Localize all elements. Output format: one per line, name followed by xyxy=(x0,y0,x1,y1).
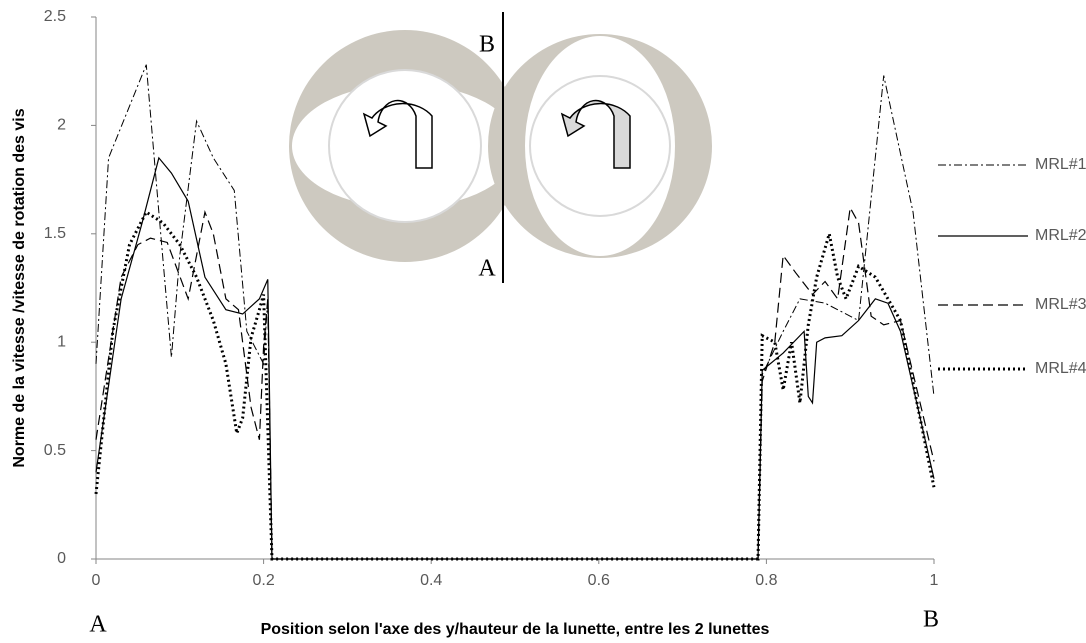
inset-diagram xyxy=(289,12,712,283)
y-tick-label: 0.5 xyxy=(44,442,66,459)
x-tick-label: 0.2 xyxy=(252,572,274,589)
x-axis-title: Position selon l'axe des y/hauteur de la… xyxy=(261,621,770,638)
y-tick-label: 1.5 xyxy=(44,225,66,242)
series-line xyxy=(95,205,935,560)
x-tick-label: 0.8 xyxy=(755,572,777,589)
y-axis-title: Norme de la vitesse /vitesse de rotation… xyxy=(11,108,28,467)
annotation: B xyxy=(479,32,495,58)
x-tick-label: 0.6 xyxy=(588,572,610,589)
x-tick-label: 0 xyxy=(92,572,101,589)
legend-label: MRL#3 xyxy=(1035,296,1086,313)
annotation: A xyxy=(478,256,496,282)
annotation: B xyxy=(923,607,939,633)
x-tick-label: 1 xyxy=(930,572,939,589)
legend-label: MRL#1 xyxy=(1035,156,1086,173)
series-line xyxy=(94,209,936,561)
series-line xyxy=(95,64,935,560)
y-tick-label: 0 xyxy=(57,550,66,567)
y-tick-label: 2.5 xyxy=(44,8,66,25)
y-tick-label: 2 xyxy=(57,117,66,134)
annotation: A xyxy=(89,612,107,638)
y-tick-label: 1 xyxy=(57,333,66,350)
x-tick-label: 0.4 xyxy=(420,572,442,589)
legend-label: MRL#4 xyxy=(1035,360,1086,377)
legend-label: MRL#2 xyxy=(1035,227,1086,244)
